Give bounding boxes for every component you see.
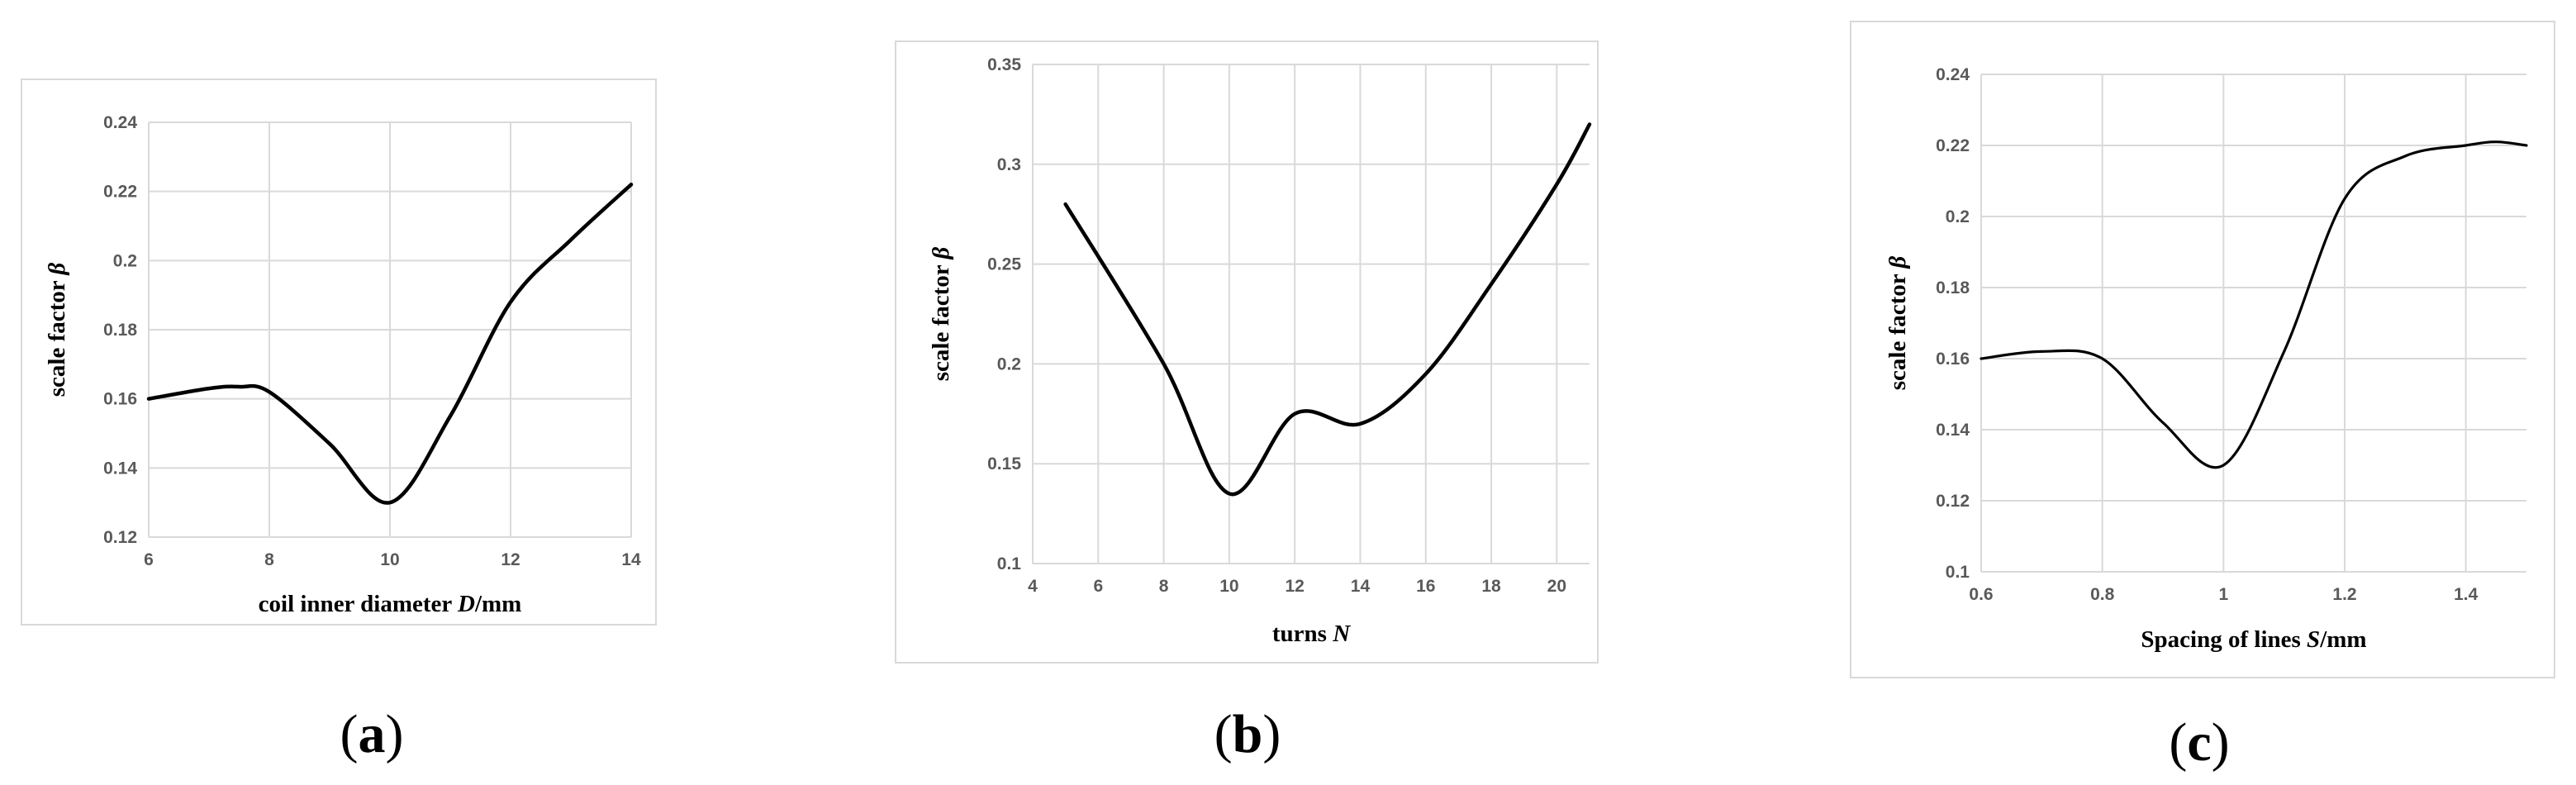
y-tick-label-c-2: 0.14	[1936, 421, 1970, 440]
y-tick-label-c-6: 0.22	[1936, 136, 1970, 155]
y-tick-label-c-1: 0.12	[1936, 492, 1970, 511]
x-axis-title-b: turns N	[1272, 621, 1351, 647]
chart-frame-c	[1850, 21, 2555, 678]
panel-label-b: (b)	[1214, 704, 1281, 764]
series-line-b-0	[1063, 122, 1592, 497]
y-tick-label-c-7: 0.24	[1936, 65, 1970, 84]
series-line-a-0	[146, 183, 634, 505]
x-tick-label-b-2: 8	[1159, 577, 1169, 596]
chart-panel-b: 0.1 0.15 0.2 0.25 0.3 0.35 4 6 8 10 12 14 16 18 20 turn…	[895, 40, 1599, 764]
y-tick-label-a-1: 0.14	[103, 459, 137, 478]
x-axis-title-c: Spacing of lines S/mm	[2141, 626, 2366, 653]
series-line-c-0	[1980, 140, 2528, 469]
x-tick-label-c-0: 0.6	[1969, 585, 1993, 604]
y-tick-label-c-4: 0.18	[1936, 278, 1970, 297]
chart-frame-b	[895, 40, 1599, 664]
panel-label-a: (a)	[340, 704, 404, 764]
y-axis-title-a: scale factor β	[44, 263, 70, 397]
y-tick-label-c-5: 0.2	[1946, 207, 1970, 226]
y-tick-label-b-0: 0.1	[997, 554, 1022, 573]
chart-frame-a	[21, 78, 657, 626]
y-tick-label-a-0: 0.12	[103, 528, 137, 547]
x-tick-label-c-1: 0.8	[2090, 585, 2115, 604]
x-tick-label-a-3: 12	[501, 550, 520, 569]
x-tick-label-b-5: 14	[1351, 577, 1371, 596]
chart-panel-a: 0.12 0.14 0.16 0.18 0.2 0.22 0.24 6 8 10 12 14 coil …	[21, 78, 657, 764]
x-tick-label-b-4: 12	[1285, 577, 1304, 596]
x-tick-label-c-2: 1	[2218, 585, 2228, 604]
x-tick-label-b-1: 6	[1093, 577, 1103, 596]
y-tick-label-a-3: 0.18	[103, 321, 137, 340]
y-tick-label-a-2: 0.16	[103, 390, 137, 409]
y-axis-title-b: scale factor β	[928, 247, 954, 382]
x-tick-label-a-2: 10	[380, 550, 399, 569]
y-tick-label-b-1: 0.15	[987, 454, 1021, 473]
y-tick-label-c-0: 0.1	[1946, 563, 1970, 582]
y-tick-label-b-3: 0.25	[987, 255, 1021, 274]
chart-panel-c: 0.1 0.12 0.14 0.16 0.18 0.2 0.22 0.24 0.6 0.8 1 1.2…	[1850, 21, 2555, 773]
x-tick-label-a-4: 14	[621, 550, 641, 569]
x-tick-label-a-0: 6	[144, 550, 154, 569]
y-tick-label-b-2: 0.2	[997, 354, 1021, 373]
y-tick-label-a-6: 0.24	[103, 113, 137, 132]
x-tick-label-b-0: 4	[1028, 577, 1038, 596]
y-tick-label-b-5: 0.35	[987, 55, 1021, 74]
y-tick-label-a-4: 0.2	[113, 251, 137, 270]
x-tick-label-b-8: 20	[1547, 577, 1566, 596]
y-axis-title-c: scale factor β	[1884, 256, 1911, 391]
x-axis-title-a: coil inner diameter D/mm	[259, 591, 522, 617]
x-tick-label-b-6: 16	[1416, 577, 1435, 596]
x-tick-label-c-3: 1.2	[2332, 585, 2356, 604]
y-tick-label-b-4: 0.3	[997, 155, 1021, 174]
x-tick-label-b-7: 18	[1481, 577, 1501, 596]
panel-label-c: (c)	[2169, 712, 2229, 773]
x-tick-label-a-1: 8	[264, 550, 274, 569]
x-tick-label-b-3: 10	[1219, 577, 1238, 596]
y-tick-label-c-3: 0.16	[1936, 350, 1970, 369]
y-tick-label-a-5: 0.22	[103, 183, 137, 202]
x-tick-label-c-4: 1.4	[2454, 585, 2479, 604]
